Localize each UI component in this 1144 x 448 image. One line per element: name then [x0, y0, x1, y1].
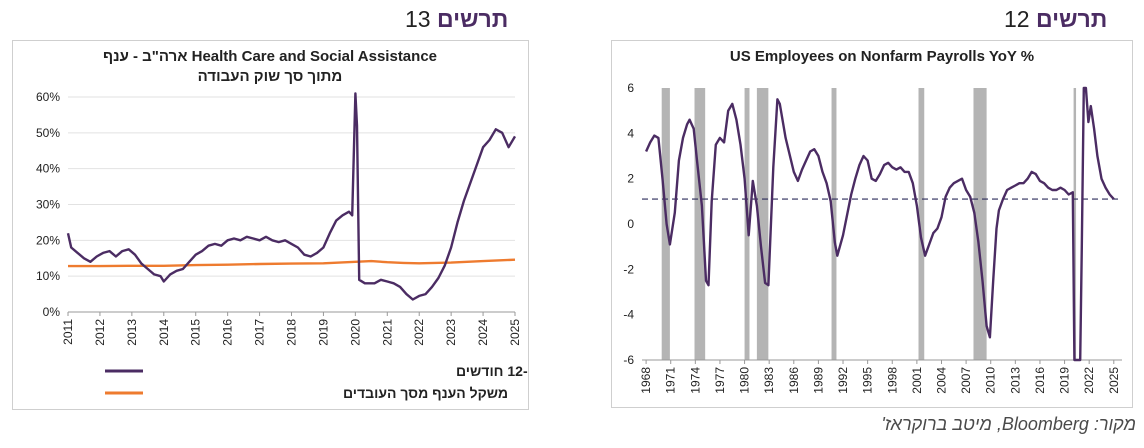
y-tick-label: 40% [36, 162, 60, 176]
health-care-chart-panel: Health Care and Social Assistance ארה"ב … [12, 40, 529, 410]
x-tick-label: 2022 [1082, 367, 1096, 394]
x-tick-label: 1998 [885, 367, 899, 394]
x-tick-label: 1983 [762, 367, 776, 394]
series-line-new-hires-share [66, 92, 517, 301]
source-note: מקור: Bloomberg, מיטב ברוקראז' [881, 414, 1136, 434]
x-tick-label: 2016 [1033, 367, 1047, 394]
recession-band [694, 88, 706, 360]
x-tick-label: 2015 [189, 319, 203, 346]
legend-label-hires: משקל הענף בגיוסים חדשים ב-12 חודשים [456, 363, 528, 379]
x-tick-label: 1992 [836, 367, 850, 394]
x-tick-label: 2007 [959, 367, 973, 394]
figure-13-word: תרשים [436, 6, 509, 32]
y-tick-label: 20% [36, 233, 60, 247]
x-tick-label: 2004 [934, 367, 948, 394]
x-tick-label: 1980 [738, 367, 752, 394]
y-tick-label: 2 [627, 172, 634, 186]
chart-title: US Employees on Nonfarm Payrolls YoY % [730, 48, 1034, 65]
figure-12-heading: תרשים 12 [1004, 6, 1107, 33]
recession-band [756, 88, 769, 360]
series-line-employee-share [68, 258, 516, 268]
x-tick-label: 2016 [221, 319, 235, 346]
x-tick-label: 2018 [285, 319, 299, 346]
x-tick-label: 1974 [688, 367, 702, 394]
x-tick-label: 2023 [444, 319, 458, 346]
payrolls-chart-panel: US Employees on Nonfarm Payrolls YoY % 6… [611, 40, 1133, 408]
y-tick-label: -6 [623, 353, 634, 367]
figure-13-heading: תרשים 13 [405, 6, 508, 33]
x-tick-label: 2013 [1008, 367, 1022, 394]
x-tick-label: 2019 [316, 319, 330, 346]
x-tick-label: 1986 [787, 367, 801, 394]
y-tick-label: 0% [43, 305, 61, 319]
x-tick-label: 1989 [811, 367, 825, 394]
x-tick-label: 2010 [984, 367, 998, 394]
y-tick-label: 4 [627, 126, 634, 140]
x-tick-label: 2019 [1058, 367, 1072, 394]
x-tick-label: 1968 [639, 367, 653, 394]
x-tick-label: 2021 [380, 319, 394, 346]
y-tick-label: 60% [36, 90, 60, 104]
recession-band [918, 88, 925, 360]
chart-subtitle: מתוך סך שוק העבודה [198, 68, 343, 85]
chart-title: Health Care and Social Assistance ארה"ב … [103, 48, 437, 65]
figure-12-number: 12 [1004, 6, 1030, 32]
payrolls-chart: US Employees on Nonfarm Payrolls YoY % 6… [623, 48, 1122, 394]
legend-label-share: משקל הענף מסך העובדים [343, 385, 508, 401]
y-tick-label: 6 [627, 81, 634, 95]
x-tick-label: 2011 [61, 319, 75, 345]
x-tick-label: 2022 [412, 319, 426, 346]
x-tick-label: 2013 [125, 319, 139, 346]
y-tick-label: 0 [627, 217, 634, 231]
y-tick-label: 50% [36, 126, 60, 140]
x-tick-label: 2017 [253, 319, 267, 346]
recession-band [1073, 88, 1077, 360]
x-tick-label: 2014 [157, 319, 171, 346]
series-line-payrolls-yoy [645, 86, 1115, 362]
x-tick-label: 1977 [713, 367, 727, 394]
y-tick-label: -4 [623, 308, 634, 322]
x-tick-label: 2025 [1107, 367, 1121, 394]
x-tick-label: 2024 [476, 319, 490, 346]
x-tick-label: 1971 [664, 367, 678, 394]
y-tick-label: 30% [36, 198, 60, 212]
y-tick-label: 10% [36, 269, 60, 283]
x-tick-label: 2020 [348, 319, 362, 346]
y-tick-label: -2 [623, 262, 634, 276]
health-care-chart: Health Care and Social Assistance ארה"ב … [36, 48, 528, 401]
x-tick-label: 2025 [508, 319, 522, 346]
figure-13-number: 13 [405, 6, 431, 32]
x-tick-label: 1995 [861, 367, 875, 394]
x-tick-label: 2012 [93, 319, 107, 346]
figure-12-word: תרשים [1035, 6, 1108, 32]
x-tick-label: 2001 [910, 367, 924, 394]
